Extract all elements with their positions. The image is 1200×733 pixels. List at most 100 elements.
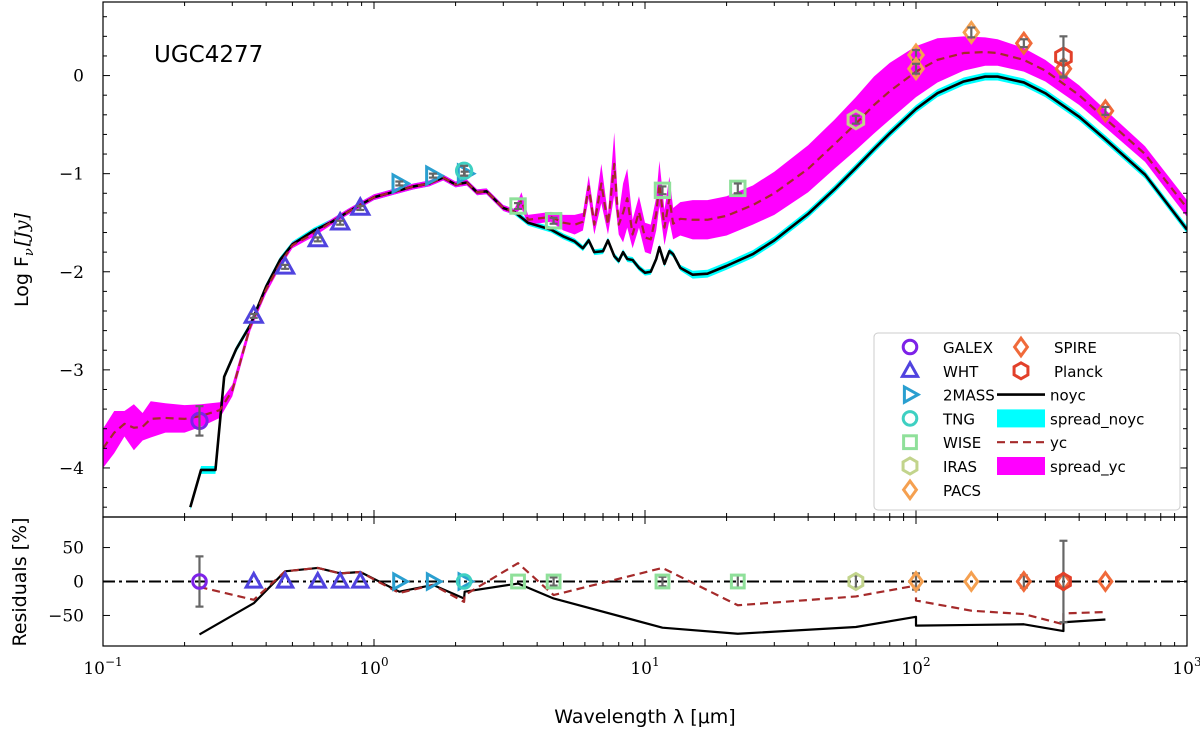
marker-wht xyxy=(349,195,372,216)
residual-lines xyxy=(103,562,1187,636)
residual-marker-wise xyxy=(729,573,746,590)
legend-label: GALEX xyxy=(943,339,993,357)
y-tick-label: 0 xyxy=(73,67,84,87)
marker-wise xyxy=(729,179,747,198)
legend-marker-wht xyxy=(899,359,921,378)
marker-tng xyxy=(454,161,474,180)
errorbar-wise xyxy=(514,201,523,211)
errorbar-wise xyxy=(658,185,667,196)
legend-label: WHT xyxy=(943,363,979,381)
marker-pacs xyxy=(962,19,981,45)
residual-marker-pacs xyxy=(963,570,980,593)
marker-wise xyxy=(653,181,672,200)
marker-wht xyxy=(329,210,352,231)
legend-marker-spire xyxy=(1012,335,1030,359)
residual-marker-2mass xyxy=(392,571,411,592)
residual-marker-wise xyxy=(510,573,526,590)
residual-line-noyc xyxy=(198,566,1106,636)
residual-marker-wise xyxy=(654,573,671,590)
errorbar-iras xyxy=(851,114,860,125)
residual-marker-2mass xyxy=(457,571,476,592)
y-axis-label: Log Fν [Jy] xyxy=(11,212,37,307)
y-axis-label-sub: ν xyxy=(22,248,37,256)
errorbar-spire xyxy=(1019,38,1028,49)
residual-errorbar-galex xyxy=(195,555,204,608)
y-tick-label: −2 xyxy=(59,263,84,283)
legend-item-2MASS: 2MASS xyxy=(902,384,995,405)
errorbar-spire xyxy=(1101,105,1110,116)
x-axis-label: Wavelength λ [μm] xyxy=(554,706,735,728)
marker-2mass xyxy=(391,172,412,195)
legend-label: WISE xyxy=(943,434,981,452)
legend-item-spread-yc: spread_yc xyxy=(997,457,1126,477)
x-tick-label: 103 xyxy=(1172,655,1200,679)
residual-marker-wht xyxy=(243,570,264,589)
residual-marker-wise xyxy=(545,573,562,590)
legend: GALEX WHT 2MASS TNG WISE IRAS PACS SPIRE Planck n… xyxy=(873,332,1181,511)
errorbar-2mass xyxy=(395,180,404,187)
x-tick-label: 102 xyxy=(901,655,930,679)
residual-marker-wht xyxy=(350,570,371,589)
x-tick-label: 10−1 xyxy=(83,655,122,679)
legend-item-SPIRE: SPIRE xyxy=(1012,335,1097,359)
main-bands xyxy=(103,36,1187,511)
errorbar-pacs xyxy=(912,62,920,75)
legend-item-TNG: TNG xyxy=(901,410,975,428)
legend-marker-iras xyxy=(901,456,919,476)
errorbar-wht xyxy=(336,219,345,226)
marker-spire xyxy=(1096,98,1115,124)
legend-item-Planck: Planck xyxy=(1012,361,1103,381)
legend-marker-galex xyxy=(901,338,919,356)
residual-markers xyxy=(191,539,1114,624)
residual-line-yc xyxy=(199,562,1106,626)
legend-item-IRAS: IRAS xyxy=(901,456,977,476)
legend-item-spread-noyc: spread_noyc xyxy=(997,409,1144,429)
residual-marker-pacs xyxy=(907,570,925,593)
legend-label: 2MASS xyxy=(943,387,995,405)
marker-iras xyxy=(846,108,866,131)
legend-item-noyc: noyc xyxy=(997,387,1086,405)
legend-marker-pacs xyxy=(901,478,919,502)
legend-label: spread_noyc xyxy=(1050,410,1144,429)
marker-spire xyxy=(1014,30,1033,56)
y-tick-label: −4 xyxy=(59,459,84,479)
residuals-axis-label: Residuals [%] xyxy=(9,517,31,646)
main-markers xyxy=(190,19,1115,437)
errorbar-planck xyxy=(1059,35,1068,79)
legend-label: Planck xyxy=(1054,363,1103,381)
x-tick-label: 100 xyxy=(359,655,388,679)
marker-pacs xyxy=(906,56,926,82)
legend-label: TNG xyxy=(942,410,975,428)
legend-item-WISE: WISE xyxy=(902,434,981,452)
residual-marker-tng xyxy=(455,573,473,590)
y-axis-label-main: Log F xyxy=(11,256,33,307)
x-tick-label: 101 xyxy=(630,655,659,679)
y-axis-label-unit: [Jy] xyxy=(11,212,33,246)
legend-item-WHT: WHT xyxy=(899,359,979,381)
errorbar-wht xyxy=(356,204,365,212)
y-tick-label: −3 xyxy=(59,361,84,381)
residual-errorbar-wise xyxy=(658,575,667,588)
residual-y-tick-label: −50 xyxy=(48,606,84,626)
legend-label: noyc xyxy=(1050,387,1086,405)
axis-ticks: 10−1 100 101 102 103 0 −1 −2 −3 −4 50 0 −50 xyxy=(48,2,1200,679)
legend-swatch xyxy=(997,457,1045,475)
errorbar-wht xyxy=(313,236,322,243)
legend-marker-tng xyxy=(901,410,919,427)
residual-marker-2mass xyxy=(425,571,445,592)
legend-label: yc xyxy=(1050,434,1067,452)
marker-wht xyxy=(306,227,329,248)
residual-errorbar-iras xyxy=(851,574,860,589)
marker-wht xyxy=(242,303,265,324)
residual-marker-wht xyxy=(274,570,296,589)
legend-item-yc: yc xyxy=(997,434,1067,452)
legend-label: SPIRE xyxy=(1054,339,1097,357)
marker-wht xyxy=(274,254,297,275)
residual-marker-wht xyxy=(329,570,351,589)
chart-title: UGC4277 xyxy=(154,42,263,68)
errorbar-2mass xyxy=(428,172,437,179)
legend-marker-2mass xyxy=(902,384,922,405)
residual-marker-galex xyxy=(191,573,208,590)
legend-item-PACS: PACS xyxy=(901,478,981,502)
